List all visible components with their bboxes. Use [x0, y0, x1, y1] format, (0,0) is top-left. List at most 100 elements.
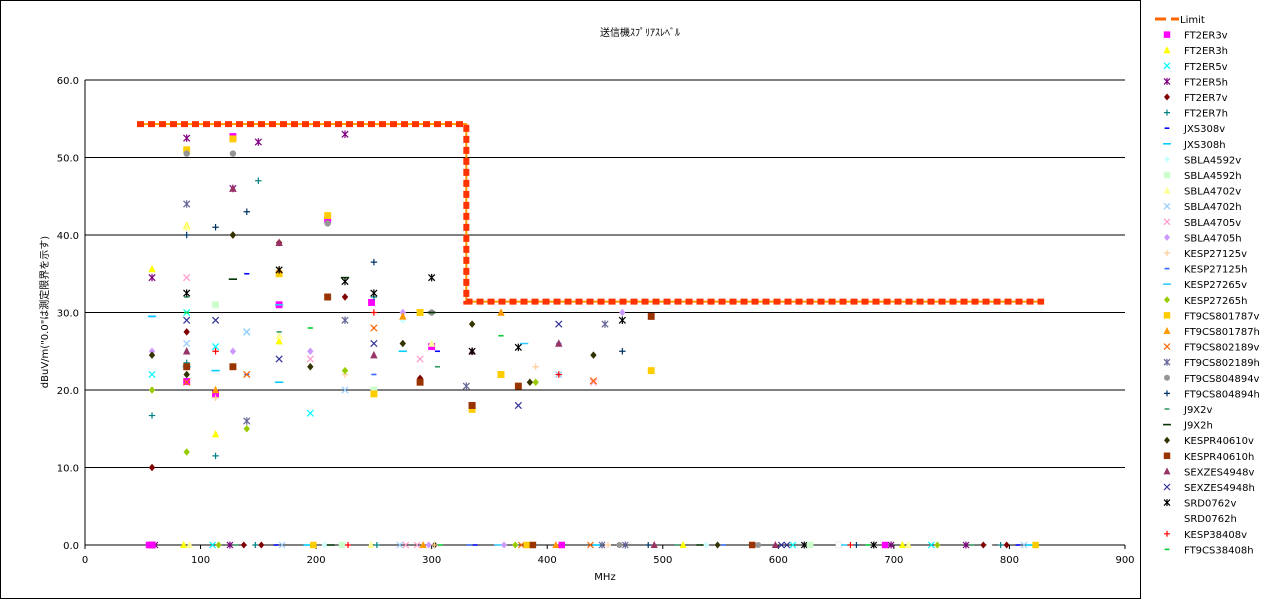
data-point	[211, 429, 220, 438]
legend-label: SBLA4705v	[1184, 218, 1241, 229]
data-point	[183, 231, 190, 239]
data-point	[229, 363, 237, 371]
data-point	[148, 273, 156, 282]
data-point	[514, 382, 522, 390]
legend-marker	[1164, 436, 1170, 444]
y-axis-label: dBuV/m("0.0"は測定限界を示す)	[38, 236, 51, 389]
data-point	[182, 347, 191, 355]
noise-floor-point	[278, 541, 286, 549]
noise-floor-point	[898, 541, 906, 548]
data-point	[462, 382, 470, 390]
noise-floor-point	[180, 541, 188, 548]
data-point	[148, 370, 156, 379]
noise-floor-point	[501, 541, 507, 549]
data-point	[514, 343, 522, 352]
x-tick-label: 600	[769, 555, 788, 566]
noise-floor-point	[621, 541, 629, 549]
noise-floor-point	[552, 541, 560, 548]
data-point	[601, 320, 609, 328]
noise-floor-point	[431, 542, 438, 548]
data-point	[182, 223, 191, 231]
legend-label: FT2ER3h	[1184, 46, 1228, 57]
data-point	[589, 377, 598, 385]
legend-label: FT9CS802189h	[1184, 358, 1260, 369]
x-axis-label: MHz	[594, 572, 615, 583]
data-point	[148, 541, 156, 549]
data-point	[211, 342, 220, 351]
data-point	[148, 463, 156, 472]
data-point	[370, 289, 378, 297]
data-point	[399, 312, 407, 320]
data-point	[212, 452, 219, 460]
data-point	[324, 212, 332, 220]
data-point	[275, 266, 283, 274]
noise-floor-point	[246, 541, 253, 549]
legend-label: KESP38408v	[1184, 530, 1247, 541]
data-point	[307, 347, 314, 355]
legend-label: JXS308h	[1183, 140, 1226, 151]
noise-floor-point	[962, 541, 970, 549]
legend-marker	[1164, 109, 1170, 116]
y-tick-label: 30.0	[57, 309, 79, 320]
data-point	[497, 371, 505, 378]
noise-floor-point	[373, 542, 380, 548]
noise-floor-point	[338, 541, 346, 549]
legend-label: SRD0762h	[1184, 514, 1237, 525]
legend-label: FT9CS801787h	[1184, 327, 1260, 338]
noise-floor-point	[934, 541, 941, 549]
noise-floor-point	[310, 541, 317, 549]
noise-floor-point	[523, 541, 531, 549]
data-point	[229, 135, 237, 143]
legend-label: J9X2v	[1183, 405, 1213, 416]
noise-floor-point	[650, 541, 658, 548]
data-point	[341, 130, 349, 138]
noise-floor-point	[396, 541, 404, 549]
data-point	[416, 378, 424, 386]
legend: Limit FT2ER3v FT2ER3h FT2ER5v FT2ER5h FT2ER7v…	[1155, 15, 1260, 556]
legend-label: KESPR40610v	[1184, 436, 1254, 447]
legend-marker	[1164, 390, 1170, 397]
x-tick-label: 800	[1000, 555, 1019, 566]
legend-label: SEXZES4948h	[1184, 483, 1255, 494]
noise-floor-point	[748, 541, 756, 549]
legend-marker	[1163, 452, 1171, 460]
y-tick-label: 40.0	[57, 231, 79, 242]
data-point	[183, 328, 190, 336]
legend-label: FT2ER5v	[1184, 62, 1228, 73]
legend-label: FT9CS38408h	[1184, 545, 1254, 556]
noise-floor-point	[997, 542, 1004, 548]
noise-floor-point	[598, 541, 606, 549]
noise-floor-point	[703, 541, 710, 549]
legend-label: J9X2h	[1183, 421, 1213, 432]
noise-floor-point	[345, 542, 351, 548]
legend-label: SEXZES4948v	[1184, 467, 1254, 478]
noise-floor-point	[252, 542, 259, 548]
data-point	[341, 277, 349, 286]
y-tick-label: 60.0	[57, 76, 79, 87]
legend-label: FT2ER3v	[1184, 31, 1228, 42]
noise-floor-point	[777, 541, 785, 549]
data-point	[324, 220, 331, 227]
legend-label: FT9CS801787v	[1184, 311, 1260, 322]
data-point	[368, 298, 376, 306]
data-point	[618, 316, 626, 324]
data-point	[324, 293, 332, 301]
x-tick-label: 900	[1115, 555, 1134, 566]
data-point	[555, 339, 563, 347]
data-point	[341, 316, 349, 324]
noise-floor-point	[853, 542, 860, 548]
data-point	[555, 371, 562, 378]
legend-label: FT9CS804894v	[1184, 374, 1260, 385]
noise-floor-point	[1020, 541, 1028, 549]
y-tick-label: 0.0	[63, 541, 79, 552]
data-point	[148, 351, 156, 359]
data-point	[416, 309, 424, 316]
y-tick-label: 50.0	[57, 154, 79, 165]
data-point	[428, 273, 436, 282]
data-point	[275, 238, 283, 246]
data-point	[555, 320, 563, 328]
noise-floor-point	[980, 541, 987, 549]
data-point	[212, 348, 219, 355]
data-point	[341, 366, 349, 375]
data-point	[647, 367, 655, 375]
